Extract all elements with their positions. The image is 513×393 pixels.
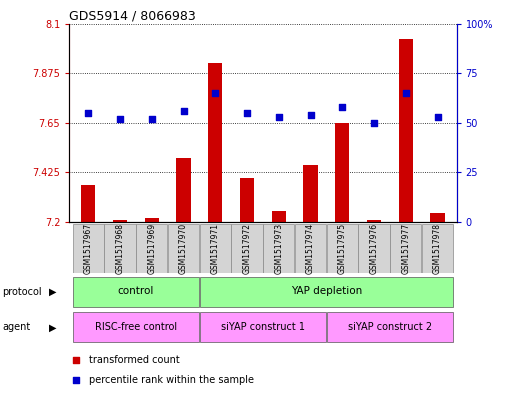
- Text: siYAP construct 2: siYAP construct 2: [348, 321, 432, 332]
- Point: [84, 110, 92, 116]
- Text: siYAP construct 1: siYAP construct 1: [221, 321, 305, 332]
- Point: [148, 116, 156, 122]
- Text: GSM1517975: GSM1517975: [338, 223, 347, 274]
- Text: agent: agent: [3, 322, 31, 332]
- Text: RISC-free control: RISC-free control: [95, 321, 177, 332]
- Bar: [335, 123, 349, 222]
- Bar: [422, 224, 453, 273]
- Bar: [73, 224, 104, 273]
- Text: GSM1517969: GSM1517969: [147, 223, 156, 274]
- Bar: [105, 224, 135, 273]
- Text: YAP depletion: YAP depletion: [291, 286, 362, 296]
- Text: GSM1517976: GSM1517976: [369, 223, 379, 274]
- Text: percentile rank within the sample: percentile rank within the sample: [89, 375, 253, 386]
- Bar: [390, 224, 421, 273]
- Bar: [200, 224, 231, 273]
- Bar: [240, 178, 254, 222]
- Text: GSM1517970: GSM1517970: [179, 223, 188, 274]
- Point: [274, 114, 283, 120]
- Text: GSM1517968: GSM1517968: [115, 223, 125, 274]
- Bar: [231, 224, 263, 273]
- Bar: [399, 39, 413, 222]
- Text: control: control: [118, 286, 154, 296]
- Point: [72, 377, 81, 384]
- Text: protocol: protocol: [3, 287, 42, 297]
- Text: GDS5914 / 8066983: GDS5914 / 8066983: [69, 9, 196, 22]
- Text: GSM1517971: GSM1517971: [211, 223, 220, 274]
- Point: [180, 108, 188, 114]
- Bar: [327, 312, 453, 342]
- Point: [433, 114, 442, 120]
- Bar: [200, 277, 453, 307]
- Bar: [295, 224, 326, 273]
- Bar: [200, 312, 326, 342]
- Bar: [168, 224, 199, 273]
- Text: GSM1517973: GSM1517973: [274, 223, 283, 274]
- Bar: [136, 224, 167, 273]
- Bar: [367, 220, 381, 222]
- Point: [72, 357, 81, 364]
- Point: [116, 116, 124, 122]
- Bar: [113, 220, 127, 222]
- Bar: [208, 63, 223, 222]
- Point: [211, 90, 220, 96]
- Bar: [73, 312, 199, 342]
- Point: [402, 90, 410, 96]
- Bar: [430, 213, 445, 222]
- Text: GSM1517974: GSM1517974: [306, 223, 315, 274]
- Point: [243, 110, 251, 116]
- Bar: [303, 165, 318, 222]
- Bar: [327, 224, 358, 273]
- Bar: [81, 185, 95, 222]
- Point: [338, 104, 346, 110]
- Bar: [272, 211, 286, 222]
- Text: GSM1517967: GSM1517967: [84, 223, 93, 274]
- Bar: [145, 218, 159, 222]
- Bar: [263, 224, 294, 273]
- Bar: [73, 277, 199, 307]
- Text: ▶: ▶: [49, 322, 56, 332]
- Bar: [359, 224, 389, 273]
- Text: GSM1517972: GSM1517972: [243, 223, 251, 274]
- Point: [306, 112, 314, 118]
- Text: ▶: ▶: [49, 287, 56, 297]
- Text: GSM1517977: GSM1517977: [401, 223, 410, 274]
- Bar: [176, 158, 191, 222]
- Text: transformed count: transformed count: [89, 355, 180, 365]
- Text: GSM1517978: GSM1517978: [433, 223, 442, 274]
- Point: [370, 119, 378, 126]
